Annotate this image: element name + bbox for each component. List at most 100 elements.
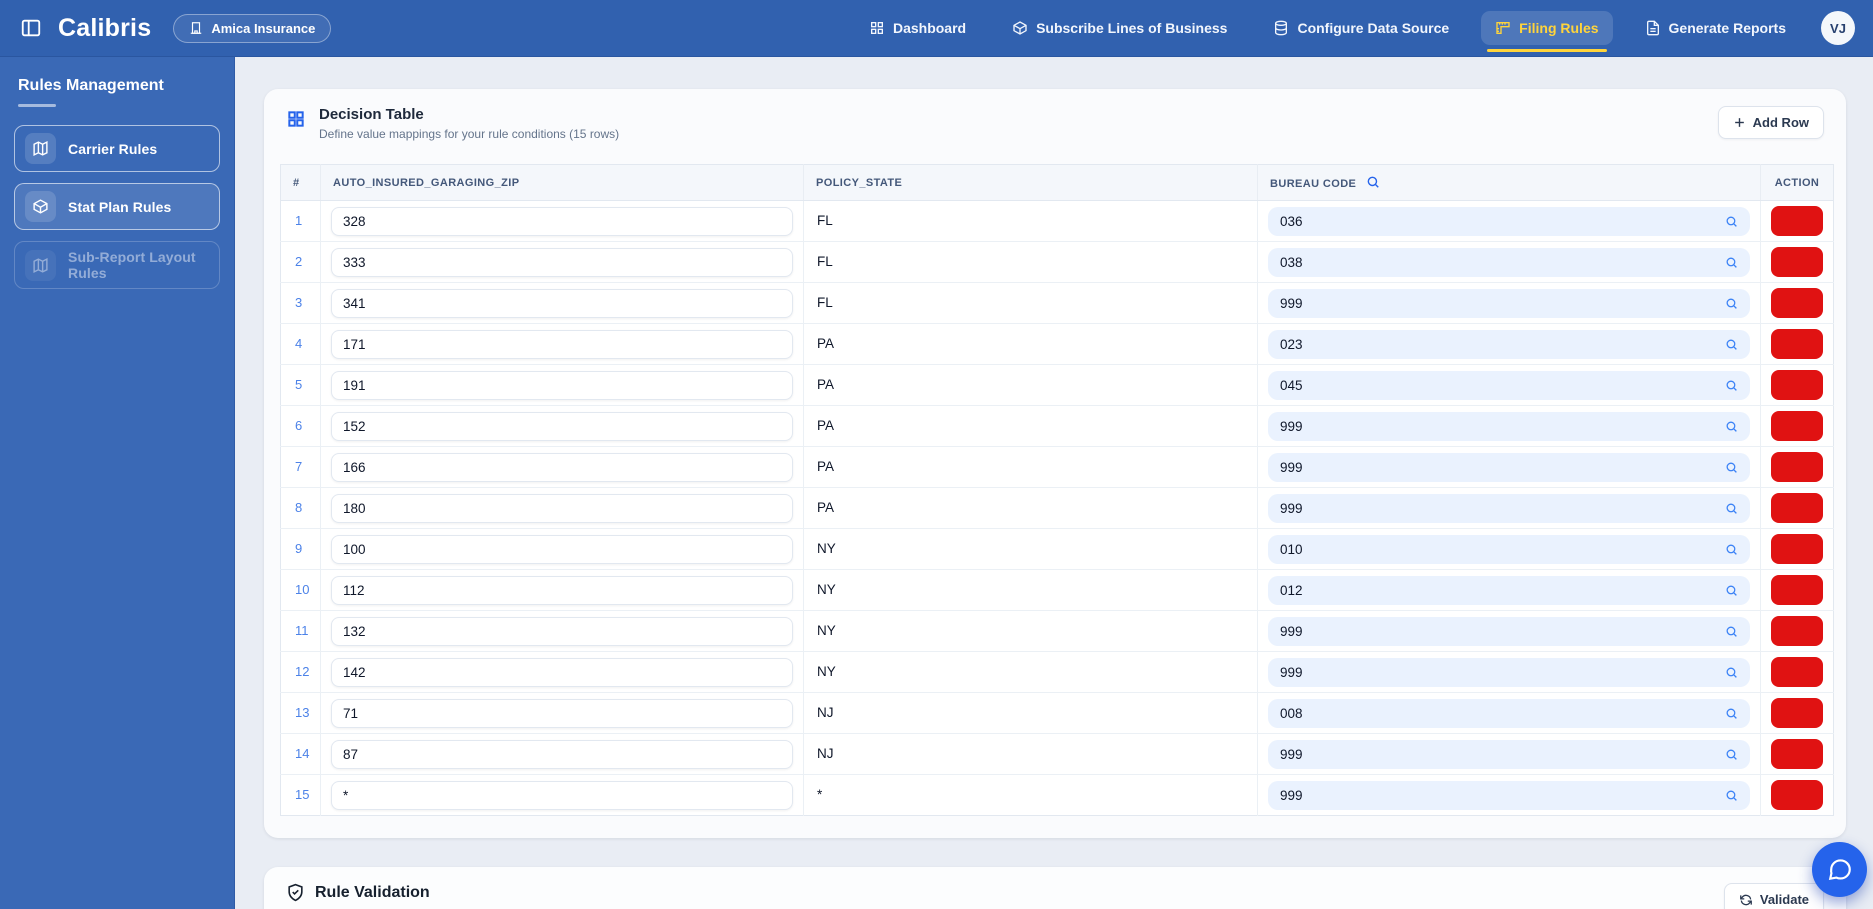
bureau-lookup-icon[interactable]	[1725, 420, 1738, 433]
zip-input[interactable]: 87	[331, 739, 793, 769]
row-number: 13	[295, 705, 310, 720]
bureau-lookup-icon[interactable]	[1725, 297, 1738, 310]
bureau-input[interactable]: 999	[1268, 616, 1750, 646]
row-number: 5	[295, 377, 303, 392]
delete-row-button[interactable]	[1771, 616, 1823, 646]
bureau-lookup-icon[interactable]	[1725, 461, 1738, 474]
bureau-lookup-icon[interactable]	[1725, 748, 1738, 761]
delete-row-button[interactable]	[1771, 657, 1823, 687]
sidebar-toggle-icon[interactable]	[16, 13, 46, 43]
zip-input[interactable]: 166	[331, 452, 793, 482]
bureau-lookup-icon[interactable]	[1725, 789, 1738, 802]
bureau-input[interactable]: 012	[1268, 575, 1750, 605]
bureau-input[interactable]: 036	[1268, 206, 1750, 236]
state-cell-value: PA	[817, 336, 835, 351]
bureau-input[interactable]: 008	[1268, 698, 1750, 728]
bureau-input[interactable]: 038	[1268, 247, 1750, 277]
zip-input[interactable]: 341	[331, 288, 793, 318]
sidebar-item-carrier-rules[interactable]: Carrier Rules	[14, 125, 220, 172]
nav-item-subscribe-lines[interactable]: Subscribe Lines of Business	[998, 11, 1241, 45]
bureau-search-icon[interactable]	[1366, 175, 1380, 189]
zip-input[interactable]: 100	[331, 534, 793, 564]
zip-input[interactable]: 142	[331, 657, 793, 687]
delete-row-button[interactable]	[1771, 288, 1823, 318]
bureau-lookup-icon[interactable]	[1725, 502, 1738, 515]
app-logo: Calibris	[58, 13, 152, 42]
validate-button[interactable]: Validate	[1723, 883, 1824, 909]
bureau-lookup-icon[interactable]	[1725, 215, 1738, 228]
bureau-input[interactable]: 999	[1268, 452, 1750, 482]
user-avatar[interactable]: VJ	[1821, 11, 1855, 45]
map-icon	[25, 133, 56, 164]
rule-validation-card: Rule Validation Validate	[264, 867, 1846, 909]
bureau-lookup-icon[interactable]	[1725, 543, 1738, 556]
nav-item-generate-reports[interactable]: Generate Reports	[1631, 11, 1800, 45]
delete-row-button[interactable]	[1771, 698, 1823, 728]
nav-item-filing-rules[interactable]: Filing Rules	[1481, 11, 1613, 52]
delete-row-button[interactable]	[1771, 247, 1823, 277]
nav-item-dashboard[interactable]: Dashboard	[855, 11, 980, 45]
row-number: 4	[295, 336, 303, 351]
bureau-input[interactable]: 010	[1268, 534, 1750, 564]
row-number: 3	[295, 295, 303, 310]
delete-row-button[interactable]	[1771, 452, 1823, 482]
zip-input[interactable]: 328	[331, 206, 793, 236]
row-number: 10	[295, 582, 310, 597]
state-cell-value: FL	[817, 213, 833, 228]
bureau-input[interactable]: 999	[1268, 493, 1750, 523]
bureau-input[interactable]: 999	[1268, 780, 1750, 810]
bureau-input[interactable]: 045	[1268, 370, 1750, 400]
bureau-lookup-icon[interactable]	[1725, 625, 1738, 638]
bureau-input[interactable]: 023	[1268, 329, 1750, 359]
delete-row-button[interactable]	[1771, 493, 1823, 523]
delete-row-button[interactable]	[1771, 411, 1823, 441]
delete-row-button[interactable]	[1771, 739, 1823, 769]
table-row: 7 166 PA 999	[280, 446, 1834, 488]
tenant-badge[interactable]: Amica Insurance	[173, 13, 332, 43]
sidebar-title: Rules Management	[18, 77, 164, 94]
sidebar-title-accent	[18, 104, 56, 107]
state-cell-value: PA	[817, 418, 835, 433]
delete-row-button[interactable]	[1771, 575, 1823, 605]
bureau-lookup-icon[interactable]	[1725, 707, 1738, 720]
zip-input[interactable]: 71	[331, 698, 793, 728]
grid-icon	[286, 109, 306, 141]
table-row: 13 71 NJ 008	[280, 692, 1834, 734]
bureau-lookup-icon[interactable]	[1725, 379, 1738, 392]
zip-input[interactable]: 112	[331, 575, 793, 605]
state-cell-value: NY	[817, 541, 836, 556]
delete-row-button[interactable]	[1771, 780, 1823, 810]
state-cell-value: FL	[817, 295, 833, 310]
table-row: 1 328 FL 036	[280, 200, 1834, 242]
chat-fab-button[interactable]	[1812, 842, 1867, 897]
bureau-input[interactable]: 999	[1268, 739, 1750, 769]
bureau-lookup-icon[interactable]	[1725, 584, 1738, 597]
bureau-lookup-icon[interactable]	[1725, 256, 1738, 269]
col-header-state: POLICY_STATE	[803, 164, 1258, 201]
rules-sidebar: Rules Management Carrier Rules Stat Plan…	[0, 57, 235, 909]
zip-input[interactable]: *	[331, 780, 793, 810]
bureau-input[interactable]: 999	[1268, 657, 1750, 687]
table-row: 8 180 PA 999	[280, 487, 1834, 529]
sidebar-item-stat-plan-rules[interactable]: Stat Plan Rules	[14, 183, 220, 230]
delete-row-button[interactable]	[1771, 534, 1823, 564]
nav-item-configure-data-source[interactable]: Configure Data Source	[1259, 11, 1463, 45]
bureau-input[interactable]: 999	[1268, 411, 1750, 441]
delete-row-button[interactable]	[1771, 329, 1823, 359]
bureau-input-value: 023	[1280, 336, 1303, 352]
delete-row-button[interactable]	[1771, 370, 1823, 400]
row-number: 12	[295, 664, 310, 679]
zip-input[interactable]: 132	[331, 616, 793, 646]
bureau-input[interactable]: 999	[1268, 288, 1750, 318]
zip-input[interactable]: 171	[331, 329, 793, 359]
bureau-lookup-icon[interactable]	[1725, 666, 1738, 679]
zip-input[interactable]: 152	[331, 411, 793, 441]
zip-input[interactable]: 191	[331, 370, 793, 400]
delete-row-button[interactable]	[1771, 206, 1823, 236]
row-number: 2	[295, 254, 303, 269]
bureau-lookup-icon[interactable]	[1725, 338, 1738, 351]
table-row: 12 142 NY 999	[280, 651, 1834, 693]
zip-input[interactable]: 333	[331, 247, 793, 277]
zip-input[interactable]: 180	[331, 493, 793, 523]
add-row-button[interactable]: Add Row	[1717, 106, 1824, 139]
